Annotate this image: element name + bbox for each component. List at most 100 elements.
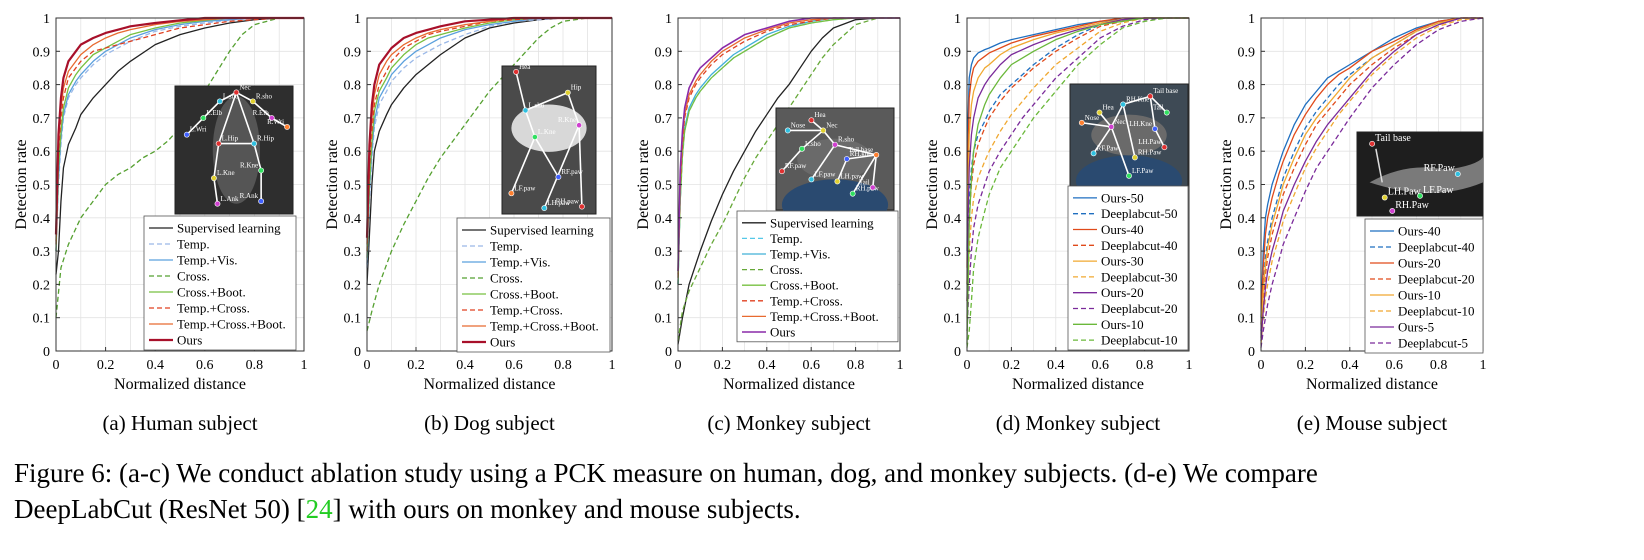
- keypoint-marker: [564, 89, 571, 96]
- skeleton-bone: [781, 148, 803, 172]
- keypoint-marker: [1389, 208, 1396, 214]
- chart-panel-e: 0 0.1 0.2 0.3 0.4 0.5 0.6 0.7 0.8 0.9 1 0 0.2 0.4 0.6 0…: [1218, 12, 1487, 435]
- subfigure-caption: (e) Mouse subject: [1297, 411, 1448, 435]
- legend-entry-label: Temp.: [490, 239, 523, 254]
- y-tick-label: 0.5: [944, 179, 962, 194]
- legend-entry-label: Cross.+Boot.: [770, 278, 839, 293]
- skeleton-bone: [235, 92, 255, 144]
- skeleton-bone: [213, 178, 219, 204]
- keypoint-marker: [1152, 125, 1158, 132]
- y-tick-label: 0.1: [344, 312, 362, 327]
- caption-text-2a: DeepLabCut (ResNet 50) [: [14, 494, 306, 524]
- keypoint-marker: [576, 122, 582, 129]
- legend-entry-label: Temp.+Cross.: [490, 303, 563, 318]
- x-tick-label: 0.4: [758, 358, 776, 373]
- y-tick-label: 0.2: [655, 278, 673, 293]
- series-line-supervised-learning: [366, 17, 612, 285]
- keypoint-label: L.Wri: [190, 126, 207, 134]
- keypoint-marker: [843, 156, 850, 162]
- legend-entry-label: Ours-40: [1101, 222, 1144, 237]
- keypoint-label: L.Hip: [222, 135, 239, 143]
- ticks: 0 0.1 0.2 0.3 0.4 0.5 0.6 0.7 0.8 0.9 1 0 0.2 0.4 0.6 0…: [655, 12, 904, 373]
- y-tick-label: 0.7: [344, 112, 362, 127]
- keypoint-label: Hea: [1103, 104, 1115, 112]
- keypoint-label: LH.paw: [547, 199, 571, 207]
- legend-entry-label: Cross.+Boot.: [177, 285, 246, 300]
- keypoint-marker: [1132, 154, 1138, 161]
- y-tick-label: 1: [43, 12, 50, 27]
- legend-entry-label: Ours-5: [1398, 320, 1434, 335]
- ticks: 0 0.1 0.2 0.3 0.4 0.5 0.6 0.7 0.8 0.9 1 0 0.2 0.4 0.6 0…: [344, 12, 616, 373]
- y-tick-label: 0.3: [944, 245, 962, 260]
- y-tick-label: 0.2: [344, 278, 362, 293]
- skeleton-bone: [543, 124, 580, 209]
- keypoint-marker: [216, 98, 223, 105]
- inset-photo: Tail base RF.Paw LH.Paw LF.Paw RH.Paw: [1356, 131, 1484, 217]
- legend-entry-label: Supervised learning: [177, 221, 281, 236]
- x-tick-label: 0.2: [407, 358, 425, 373]
- series-line-deeplabcut-20: [966, 17, 1189, 332]
- y-tick-label: 0.5: [344, 179, 362, 194]
- legend-entry-label: Deeplabcut-5: [1398, 336, 1468, 351]
- keypoint-label: L.sho: [223, 92, 239, 100]
- y-axis-label: Detection rate: [324, 139, 341, 229]
- keypoint-marker: [873, 152, 880, 158]
- keypoint-marker: [541, 205, 548, 211]
- x-tick-label: 0.2: [97, 358, 115, 373]
- keypoint-label: R.sho: [256, 92, 273, 100]
- keypoint-label: Hip: [571, 84, 582, 92]
- y-tick-label: 0: [354, 345, 361, 360]
- x-axis-label: Normalized distance: [424, 376, 556, 393]
- y-tick-label: 0.4: [33, 212, 51, 227]
- x-tick-label: 0: [1258, 358, 1265, 373]
- y-tick-label: 0.2: [1238, 278, 1256, 293]
- keypoint-marker: [808, 176, 815, 183]
- keypoint-label: L.sho: [529, 101, 545, 109]
- y-tick-label: 0.8: [944, 79, 962, 94]
- keypoint-label: LF.paw: [514, 184, 536, 192]
- y-tick-label: 0.9: [344, 45, 362, 60]
- skeleton-bone: [801, 129, 824, 150]
- keypoint-marker: [579, 203, 585, 210]
- x-tick-label: 0: [364, 358, 371, 373]
- keypoint-marker: [820, 127, 827, 134]
- subject-silhouette: [212, 96, 260, 204]
- legend-entry-label: Ours: [177, 333, 202, 348]
- series-line-supervised-learning: [677, 17, 900, 345]
- x-tick-label: 0.8: [246, 358, 264, 373]
- charts-canvas: 0 0.1 0.2 0.3 0.4 0.5 0.6 0.7 0.8 0.9 1 0 0.2 0.4 0.6 0…: [13, 12, 1487, 435]
- legend-entry-label: Ours-10: [1398, 288, 1441, 303]
- x-tick-label: 0: [964, 358, 971, 373]
- y-axis-label: Detection rate: [1218, 139, 1235, 229]
- y-tick-label: 0.7: [1238, 112, 1256, 127]
- series-group: [1260, 17, 1484, 348]
- series-line-cross-: [677, 17, 900, 342]
- keypoint-label: R.Hip: [257, 135, 274, 143]
- keypoint-label: Nose: [791, 121, 805, 129]
- keypoint-label: RF.Paw: [1424, 163, 1456, 174]
- legend-entry-label: Cross.: [490, 271, 523, 286]
- series-line-cross-: [366, 17, 612, 332]
- x-axis-label: Normalized distance: [723, 376, 855, 393]
- legend-entry-label: Deeplabcut-20: [1398, 272, 1475, 287]
- keypoint-marker: [1163, 109, 1170, 116]
- skeleton-bone: [1122, 95, 1151, 106]
- skeleton-bone: [1110, 104, 1124, 128]
- keypoint-marker: [183, 131, 190, 138]
- keypoint-marker: [1161, 144, 1168, 151]
- x-tick-label: 0.2: [1003, 358, 1021, 373]
- skeleton-bone: [213, 143, 220, 179]
- legend: Supervised learningTemp.Temp.+Vis.Cross.…: [143, 215, 297, 351]
- citation-link[interactable]: 24: [305, 494, 333, 524]
- y-tick-label: 0.5: [33, 179, 51, 194]
- keypoint-label: LH.Paw: [1138, 138, 1162, 146]
- skeleton-bone: [219, 91, 237, 103]
- keypoint-marker: [1078, 119, 1085, 126]
- keypoint-marker: [258, 198, 265, 205]
- keypoint-label: L.sho: [805, 140, 821, 148]
- keypoint-marker: [784, 127, 791, 134]
- y-tick-label: 0.6: [655, 145, 673, 160]
- keypoint-marker: [513, 69, 519, 75]
- x-tick-label: 0: [53, 358, 60, 373]
